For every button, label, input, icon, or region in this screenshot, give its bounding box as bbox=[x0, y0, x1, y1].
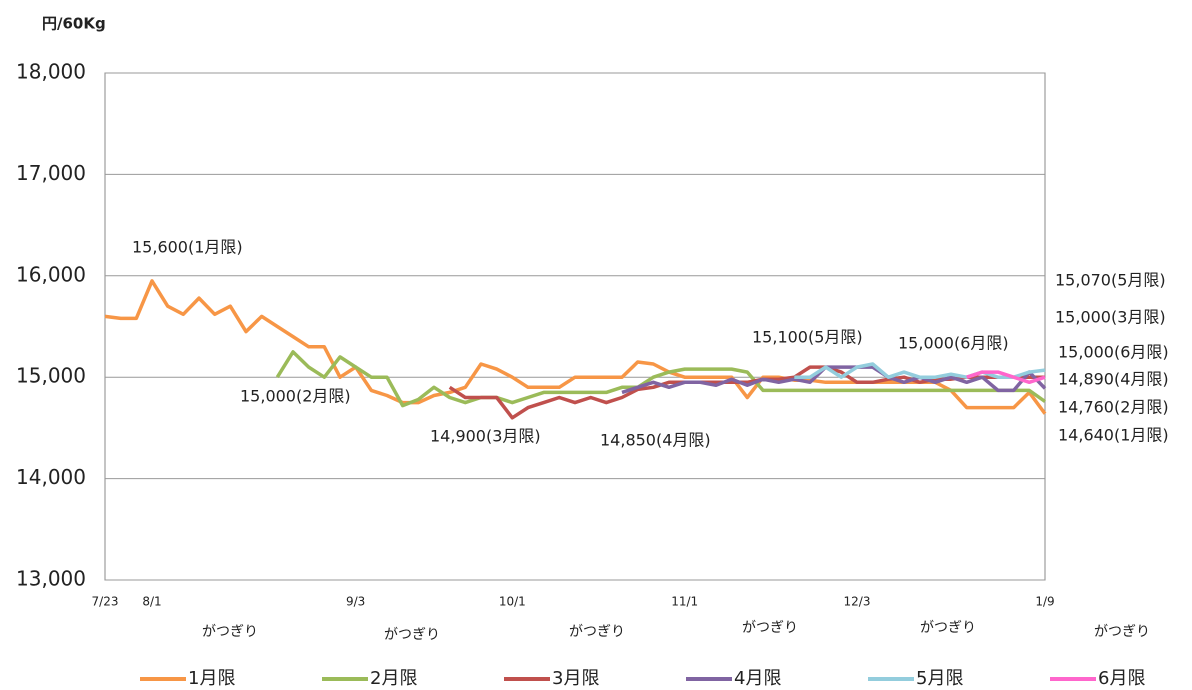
annotation: 15,100(5月限) bbox=[752, 328, 863, 347]
x-tick-label: 12/3 bbox=[844, 595, 871, 609]
series-line bbox=[966, 370, 1046, 385]
plot-frame bbox=[104, 72, 1046, 581]
period-label: がつぎり bbox=[1094, 624, 1150, 640]
x-tick-label: 11/1 bbox=[671, 595, 698, 609]
annotation: 14,850(4月限) bbox=[600, 431, 711, 450]
y-axis-label: 円/60Kg bbox=[42, 15, 106, 33]
annotation: 15,070(5月限) bbox=[1055, 271, 1166, 290]
legend-label: 5月限 bbox=[916, 668, 963, 689]
annotation: 15,000(3月限) bbox=[1055, 308, 1166, 327]
series-line bbox=[275, 350, 1047, 408]
annotation: 14,640(1月限) bbox=[1058, 426, 1169, 445]
period-label: がつぎり bbox=[742, 620, 798, 636]
legend-label: 4月限 bbox=[734, 668, 781, 689]
period-label: がつぎり bbox=[569, 624, 625, 640]
annotation: 15,000(6月限) bbox=[1058, 343, 1169, 362]
annotation: 15,000(2月限) bbox=[240, 387, 351, 406]
legend-label: 6月限 bbox=[1098, 668, 1145, 689]
legend-label: 2月限 bbox=[370, 668, 417, 689]
x-tick-label: 8/1 bbox=[142, 595, 161, 609]
annotation: 14,760(2月限) bbox=[1058, 398, 1169, 417]
period-label: がつぎり bbox=[384, 627, 440, 643]
period-label: がつぎり bbox=[920, 620, 976, 636]
annotation: 15,600(1月限) bbox=[132, 238, 243, 257]
series-line bbox=[621, 365, 1047, 395]
y-tick-label: 16,000 bbox=[16, 262, 86, 286]
annotation: 14,890(4月限) bbox=[1058, 370, 1169, 389]
series-line bbox=[104, 279, 1047, 415]
legend-label: 3月限 bbox=[552, 668, 599, 689]
y-tick-label: 18,000 bbox=[16, 60, 86, 84]
x-tick-label: 1/9 bbox=[1035, 595, 1054, 609]
x-tick-label: 9/3 bbox=[346, 595, 365, 609]
y-tick-label: 14,000 bbox=[16, 465, 86, 489]
annotation: 14,900(3月限) bbox=[430, 427, 541, 446]
x-tick-label: 7/23 bbox=[92, 595, 119, 609]
y-tick-label: 15,000 bbox=[16, 364, 86, 388]
period-label: がつぎり bbox=[202, 624, 258, 640]
legend-label: 1月限 bbox=[188, 668, 235, 689]
x-tick-label: 10/1 bbox=[499, 595, 526, 609]
annotation: 15,000(6月限) bbox=[898, 334, 1009, 353]
series-line bbox=[794, 362, 1046, 379]
y-tick-label: 17,000 bbox=[16, 161, 86, 185]
y-tick-label: 13,000 bbox=[16, 567, 86, 591]
